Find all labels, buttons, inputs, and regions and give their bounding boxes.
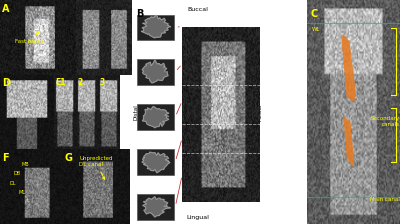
Text: DL: DL xyxy=(9,181,16,186)
Text: Fast break: Fast break xyxy=(15,31,44,44)
Text: L: L xyxy=(26,198,29,202)
Polygon shape xyxy=(143,197,171,217)
Text: C: C xyxy=(311,9,318,19)
Text: WL: WL xyxy=(312,27,320,32)
Text: 2: 2 xyxy=(77,78,82,87)
Text: Main canal: Main canal xyxy=(370,197,400,202)
Bar xyxy=(136,104,174,130)
Text: E1: E1 xyxy=(55,78,66,87)
Text: D: D xyxy=(2,78,10,88)
Text: A: A xyxy=(2,4,10,14)
Text: Lingual: Lingual xyxy=(187,215,210,220)
Text: DB: DB xyxy=(14,171,21,176)
Text: Secondary
canals: Secondary canals xyxy=(371,116,400,127)
Text: Unpredicted
DL canal: Unpredicted DL canal xyxy=(79,156,112,179)
Text: Buccal: Buccal xyxy=(188,7,209,12)
Polygon shape xyxy=(343,113,354,167)
Polygon shape xyxy=(142,60,168,83)
Text: ML: ML xyxy=(18,190,26,195)
Text: F: F xyxy=(2,153,9,163)
Bar xyxy=(136,194,174,220)
Polygon shape xyxy=(341,34,356,102)
Polygon shape xyxy=(141,15,171,38)
Polygon shape xyxy=(142,152,170,173)
Text: G: G xyxy=(65,153,73,163)
Bar xyxy=(136,59,174,85)
Bar xyxy=(136,15,174,40)
Text: B: B xyxy=(136,9,144,19)
Text: 3: 3 xyxy=(99,78,104,87)
Polygon shape xyxy=(142,107,169,128)
Text: Distal: Distal xyxy=(134,104,139,120)
Text: MB: MB xyxy=(22,162,29,167)
Bar xyxy=(136,149,174,175)
Text: Mesial: Mesial xyxy=(258,103,262,121)
